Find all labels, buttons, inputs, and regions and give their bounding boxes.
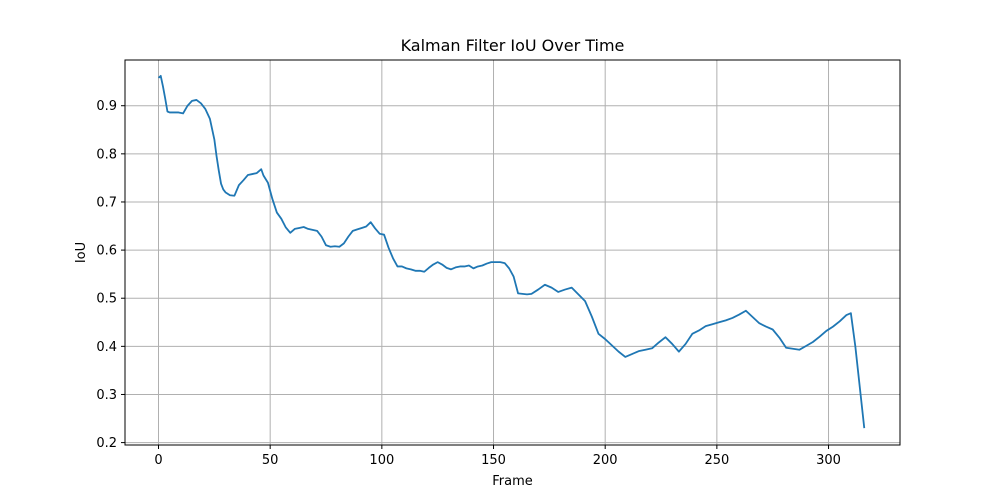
plot-frame	[124, 59, 901, 446]
x-axis-title: Frame	[492, 474, 533, 489]
y-axis-title: IoU	[74, 242, 89, 263]
y-tick-label: 0.7	[96, 195, 117, 210]
series-line-iou	[157, 74, 866, 429]
chart-title: Kalman Filter IoU Over Time	[401, 36, 625, 55]
y-tick-label: 0.5	[96, 292, 117, 307]
x-tick-label: 100	[369, 453, 394, 468]
x-tick-label: 150	[481, 453, 506, 468]
y-tick-label: 0.9	[96, 99, 117, 114]
series-layer	[157, 74, 866, 429]
x-tick-label: 200	[593, 453, 618, 468]
y-tick-label: 0.4	[96, 340, 117, 355]
ticks: 0 50 100 150 200 250 300 0.2 0.3 0.4 0.5 0.6 0.7 0.8 0…	[96, 99, 841, 468]
y-tick-label: 0.6	[96, 244, 117, 259]
y-tick-label: 0.8	[96, 147, 117, 162]
x-tick-label: 300	[816, 453, 841, 468]
x-tick-label: 0	[154, 453, 162, 468]
x-tick-label: 50	[262, 453, 279, 468]
y-tick-label: 0.2	[96, 436, 117, 451]
grid	[125, 60, 900, 445]
y-tick-label: 0.3	[96, 388, 117, 403]
x-tick-label: 250	[704, 453, 729, 468]
